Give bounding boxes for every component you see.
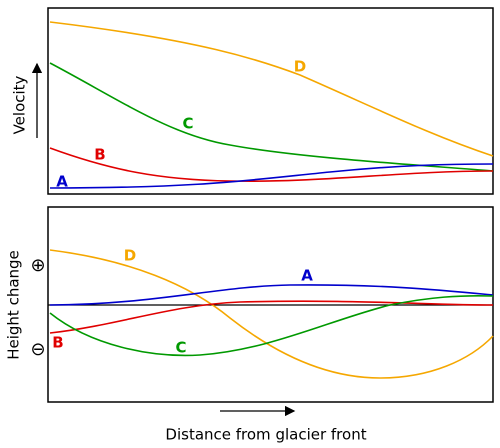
curve-label: B (94, 146, 105, 164)
curve (49, 163, 494, 189)
negative-sign: ⊖ (30, 339, 45, 360)
curve-label: D (294, 58, 306, 76)
curve-label: A (56, 173, 68, 191)
curve (49, 249, 494, 379)
panel-frame (47, 7, 494, 195)
axis-label: Velocity (11, 75, 29, 134)
curve-label: A (301, 267, 313, 285)
positive-sign: ⊕ (30, 255, 45, 276)
curve-label: D (124, 247, 136, 265)
curve-label: C (182, 115, 193, 133)
x-axis-label: Distance from glacier front (165, 426, 366, 444)
curve (49, 300, 494, 334)
curve (49, 62, 494, 172)
curve (49, 21, 494, 157)
axis-label: Height change (5, 250, 23, 360)
curve-label: C (175, 339, 186, 357)
curve-label: B (52, 334, 63, 352)
curve (49, 284, 494, 306)
curve (49, 294, 494, 357)
